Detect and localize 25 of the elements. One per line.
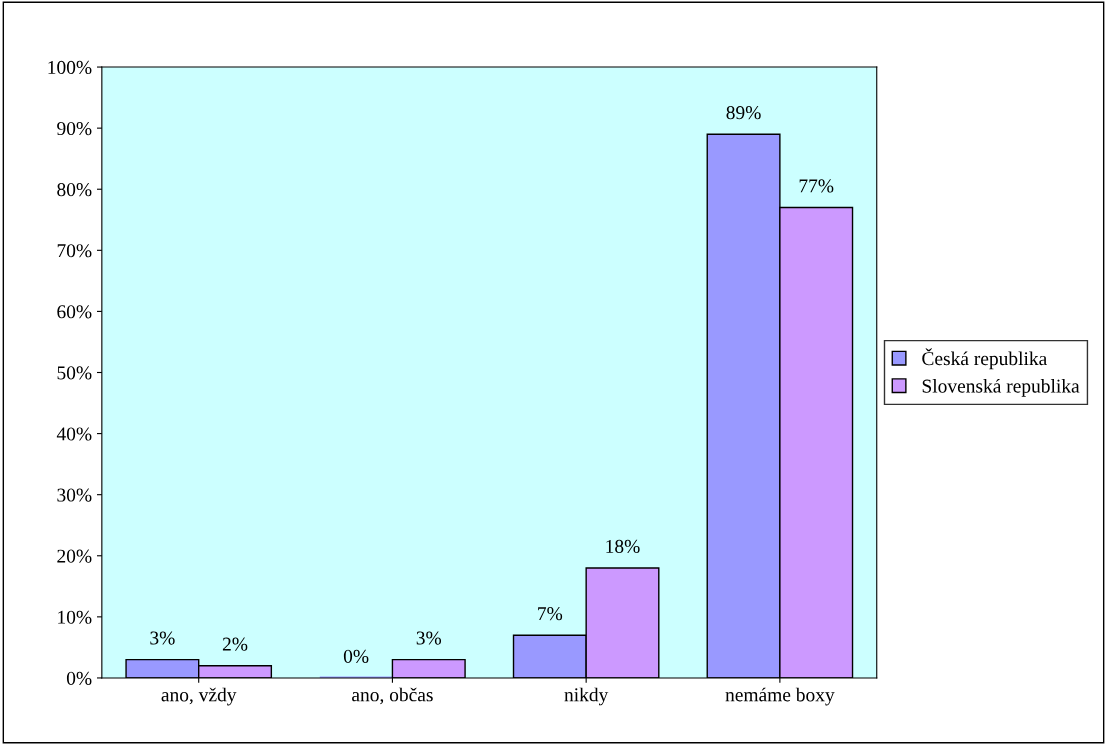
y-tick-label: 30%	[57, 488, 92, 502]
y-tick-label: 80%	[57, 183, 92, 197]
data-label: 7%	[538, 607, 563, 621]
y-tick-label: 40%	[56, 427, 92, 441]
y-tick-label: 70%	[57, 244, 92, 258]
data-label: 3%	[150, 631, 175, 645]
legend-label: Česká republika	[922, 348, 1047, 370]
y-tick-label: 0%	[66, 671, 92, 685]
data-label: 3%	[416, 631, 442, 645]
y-tick-label: 10%	[58, 610, 92, 624]
y-tick-label: 20%	[57, 549, 92, 563]
legend-label: Slovenská republika	[922, 378, 1080, 397]
y-tick-label: 100%	[48, 60, 92, 75]
y-tick-label: 60%	[57, 305, 92, 319]
data-label: 0%	[343, 649, 369, 663]
x-tick-label: nemáme boxy	[725, 687, 835, 706]
data-label: 77%	[799, 179, 834, 193]
x-tick-label: ano, občas	[352, 687, 433, 705]
data-label: 18%	[606, 539, 640, 553]
y-tick-label: 90%	[57, 121, 92, 136]
x-tick-label: nikdy	[564, 687, 609, 706]
data-label: 89%	[726, 106, 761, 120]
data-label: 2%	[222, 637, 248, 651]
y-tick-label: 50%	[57, 366, 92, 380]
x-tick-label: ano, vždy	[161, 687, 237, 706]
